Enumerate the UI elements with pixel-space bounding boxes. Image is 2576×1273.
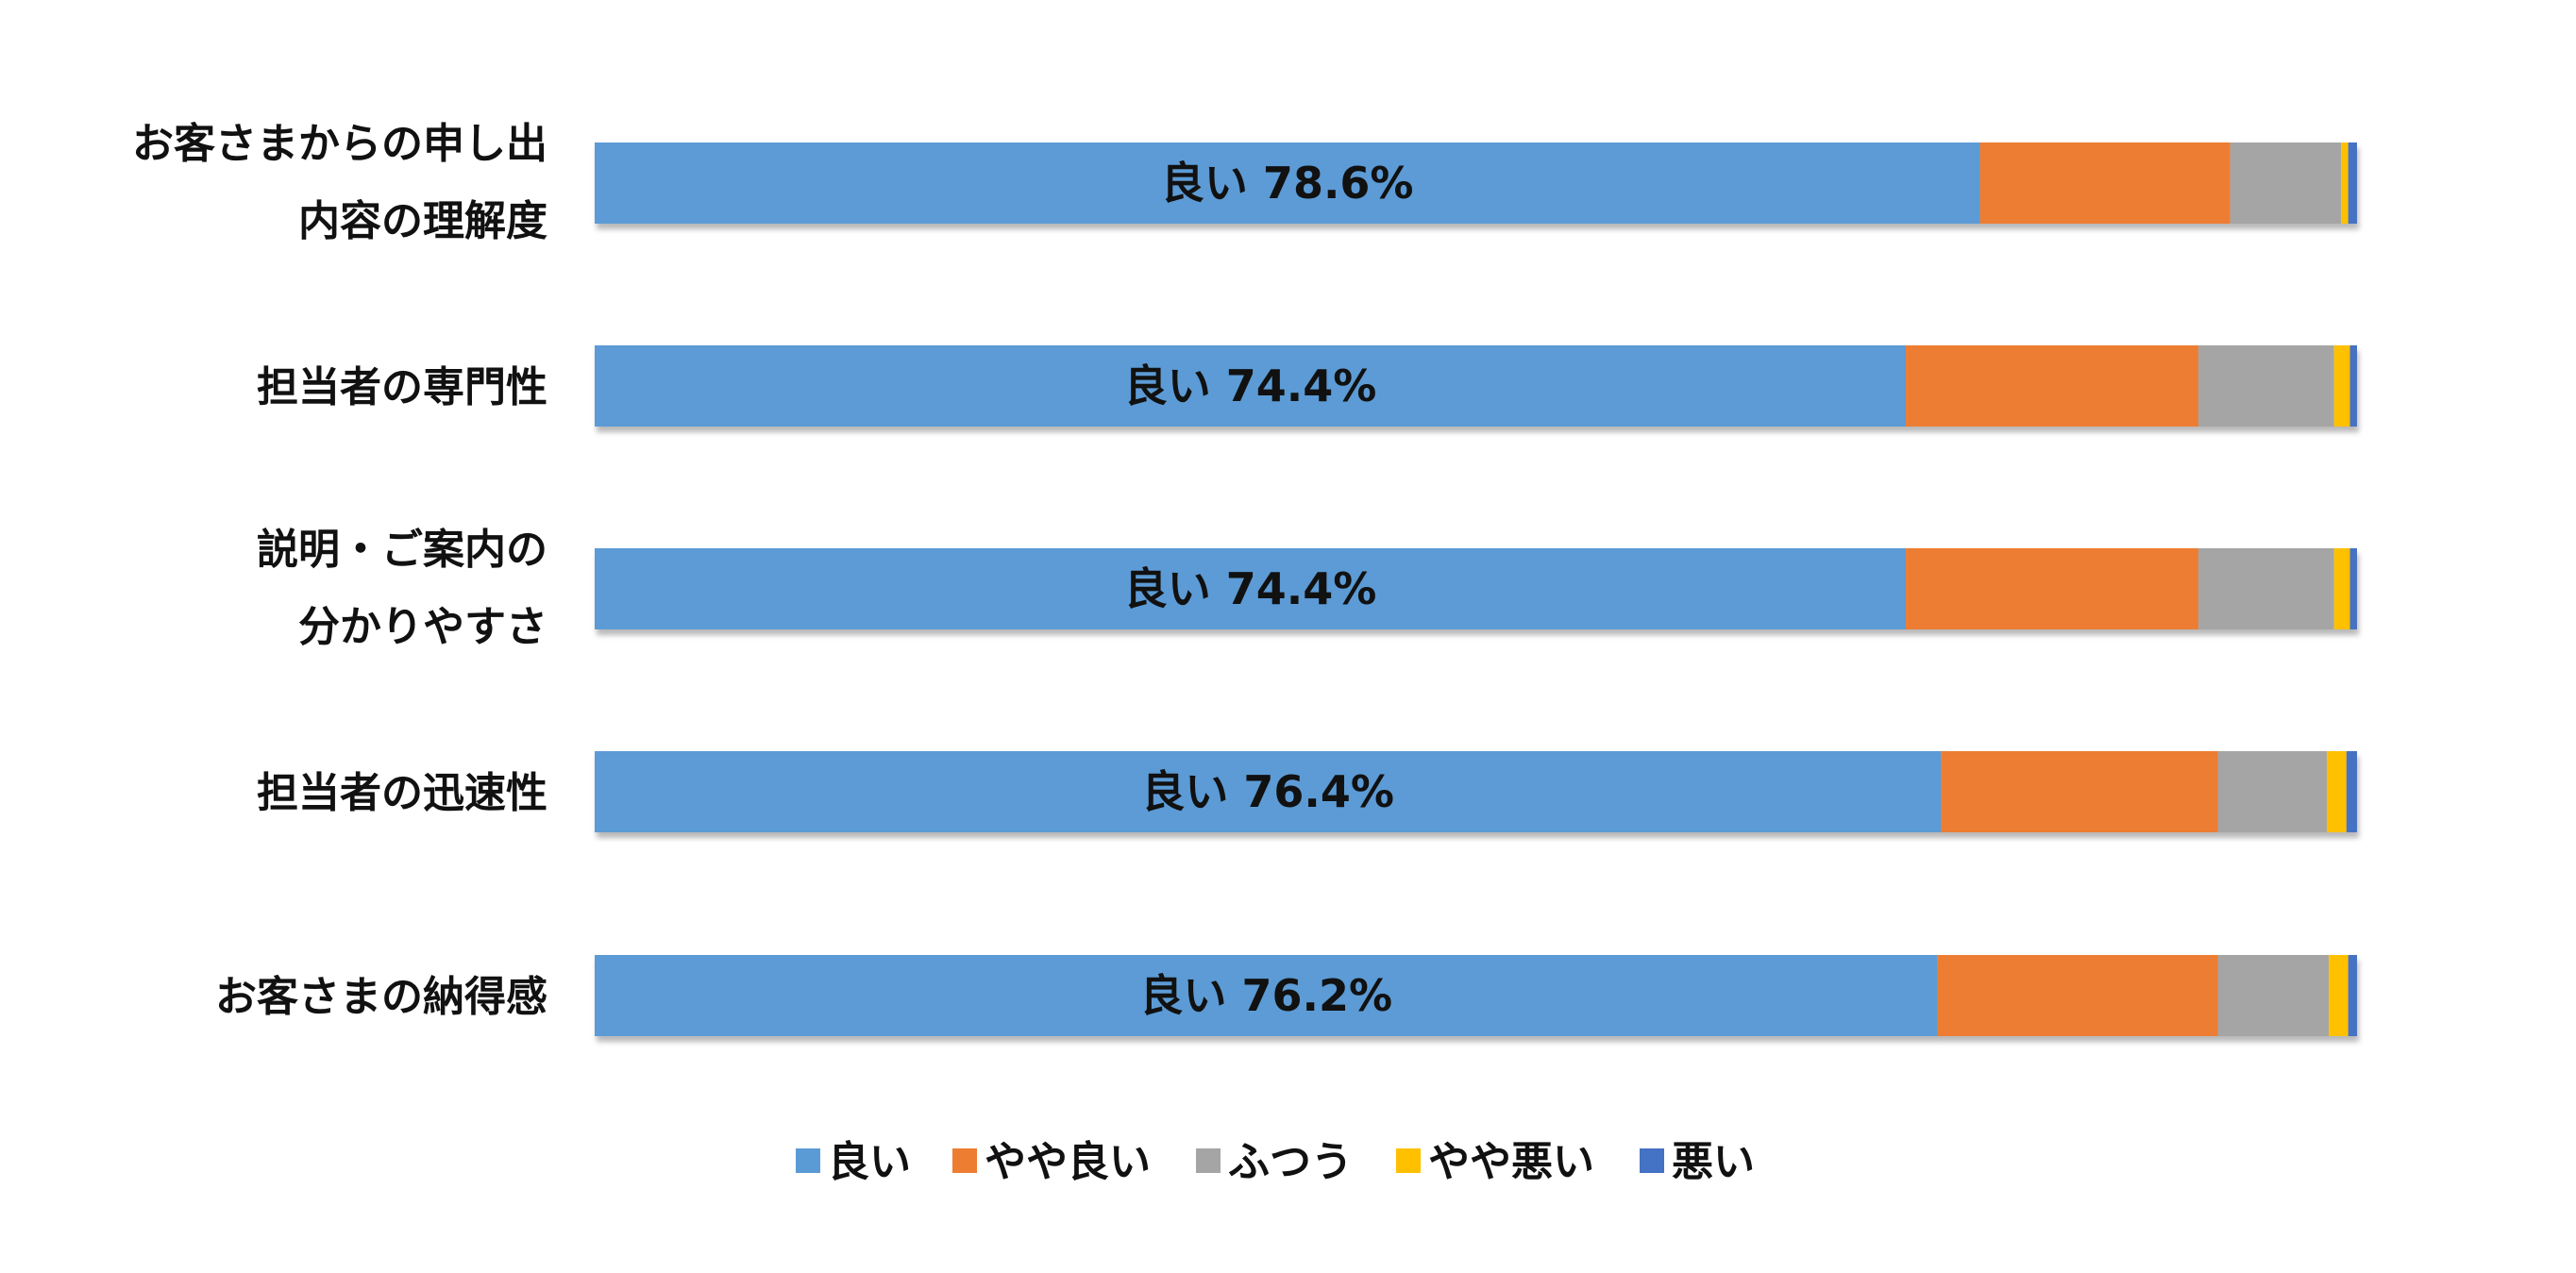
data-label: 良い 74.4% [1124, 563, 1377, 614]
data-label: 良い 76.2% [1140, 970, 1393, 1021]
bars-layer [595, 142, 2357, 1036]
bar-row [595, 548, 2357, 629]
category-label: お客さまからの申し出 [132, 120, 547, 168]
legend: 良い やや良い ふつう やや悪い 悪い [796, 1138, 1755, 1186]
legend-label: 良い [828, 1138, 911, 1186]
bar-segment [595, 548, 1907, 629]
bar-row [595, 751, 2357, 832]
category-label: お客さまの納得感 [215, 973, 547, 1021]
bar-segment [1906, 548, 2198, 629]
bar-row [595, 142, 2357, 224]
legend-swatch [1396, 1148, 1421, 1173]
bar-segment [595, 142, 1980, 224]
bar-segment [2230, 142, 2342, 224]
bar-row [595, 955, 2357, 1036]
legend-swatch [796, 1148, 820, 1173]
category-label: 内容の理解度 [298, 197, 547, 245]
category-label: 分かりやすさ [298, 603, 547, 651]
bar-segment [2197, 548, 2334, 629]
bar-segment [2349, 345, 2357, 427]
legend-swatch [1640, 1148, 1664, 1173]
bar-segment [2333, 345, 2350, 427]
data-label: 良い 74.4% [1124, 360, 1377, 411]
legend-item: 悪い [1640, 1138, 1755, 1186]
legend-swatch [952, 1148, 977, 1173]
bar-segment [2329, 955, 2349, 1036]
legend-label: 悪い [1672, 1138, 1755, 1186]
legend-swatch [1196, 1148, 1221, 1173]
bar-segment [2349, 548, 2357, 629]
category-label: 担当者の迅速性 [257, 769, 547, 817]
bar-segment [1979, 142, 2231, 224]
legend-item: ふつう [1196, 1138, 1353, 1186]
bar-segment [2327, 751, 2347, 832]
category-label: 担当者の専門性 [257, 363, 547, 411]
legend-label: やや悪い [1428, 1138, 1594, 1186]
data-label: 良い 76.4% [1141, 766, 1394, 817]
data-label: 良い 78.6% [1161, 158, 1414, 209]
bar-segment [2197, 345, 2334, 427]
legend-item: 良い [796, 1138, 911, 1186]
legend-label: やや良い [985, 1138, 1151, 1186]
bar-segment [2341, 142, 2349, 224]
legend-label: ふつう [1228, 1138, 1353, 1186]
bar-segment [2348, 955, 2357, 1036]
bar-segment [2217, 955, 2330, 1036]
bar-segment [1941, 751, 2218, 832]
bar-segment [2348, 142, 2357, 224]
bar-segment [1906, 345, 2198, 427]
bar-segment [595, 751, 1942, 832]
category-label: 説明・ご案内の [257, 526, 547, 574]
bar-segment [595, 345, 1907, 427]
bar-row [595, 345, 2357, 427]
bar-segment [1937, 955, 2218, 1036]
bar-segment [2333, 548, 2350, 629]
bar-segment [595, 955, 1938, 1036]
legend-item: やや良い [952, 1138, 1151, 1186]
legend-item: やや悪い [1396, 1138, 1594, 1186]
data-labels: 良い 78.6% 良い 74.4% 良い 74.4% 良い 76.4% 良い 76.2% [1124, 158, 1414, 1021]
category-labels: お客さまからの申し出内容の理解度担当者の専門性説明・ご案内の分かりやすさ担当者の… [132, 120, 547, 1021]
bar-segment [2217, 751, 2328, 832]
bar-segment [2346, 751, 2357, 832]
